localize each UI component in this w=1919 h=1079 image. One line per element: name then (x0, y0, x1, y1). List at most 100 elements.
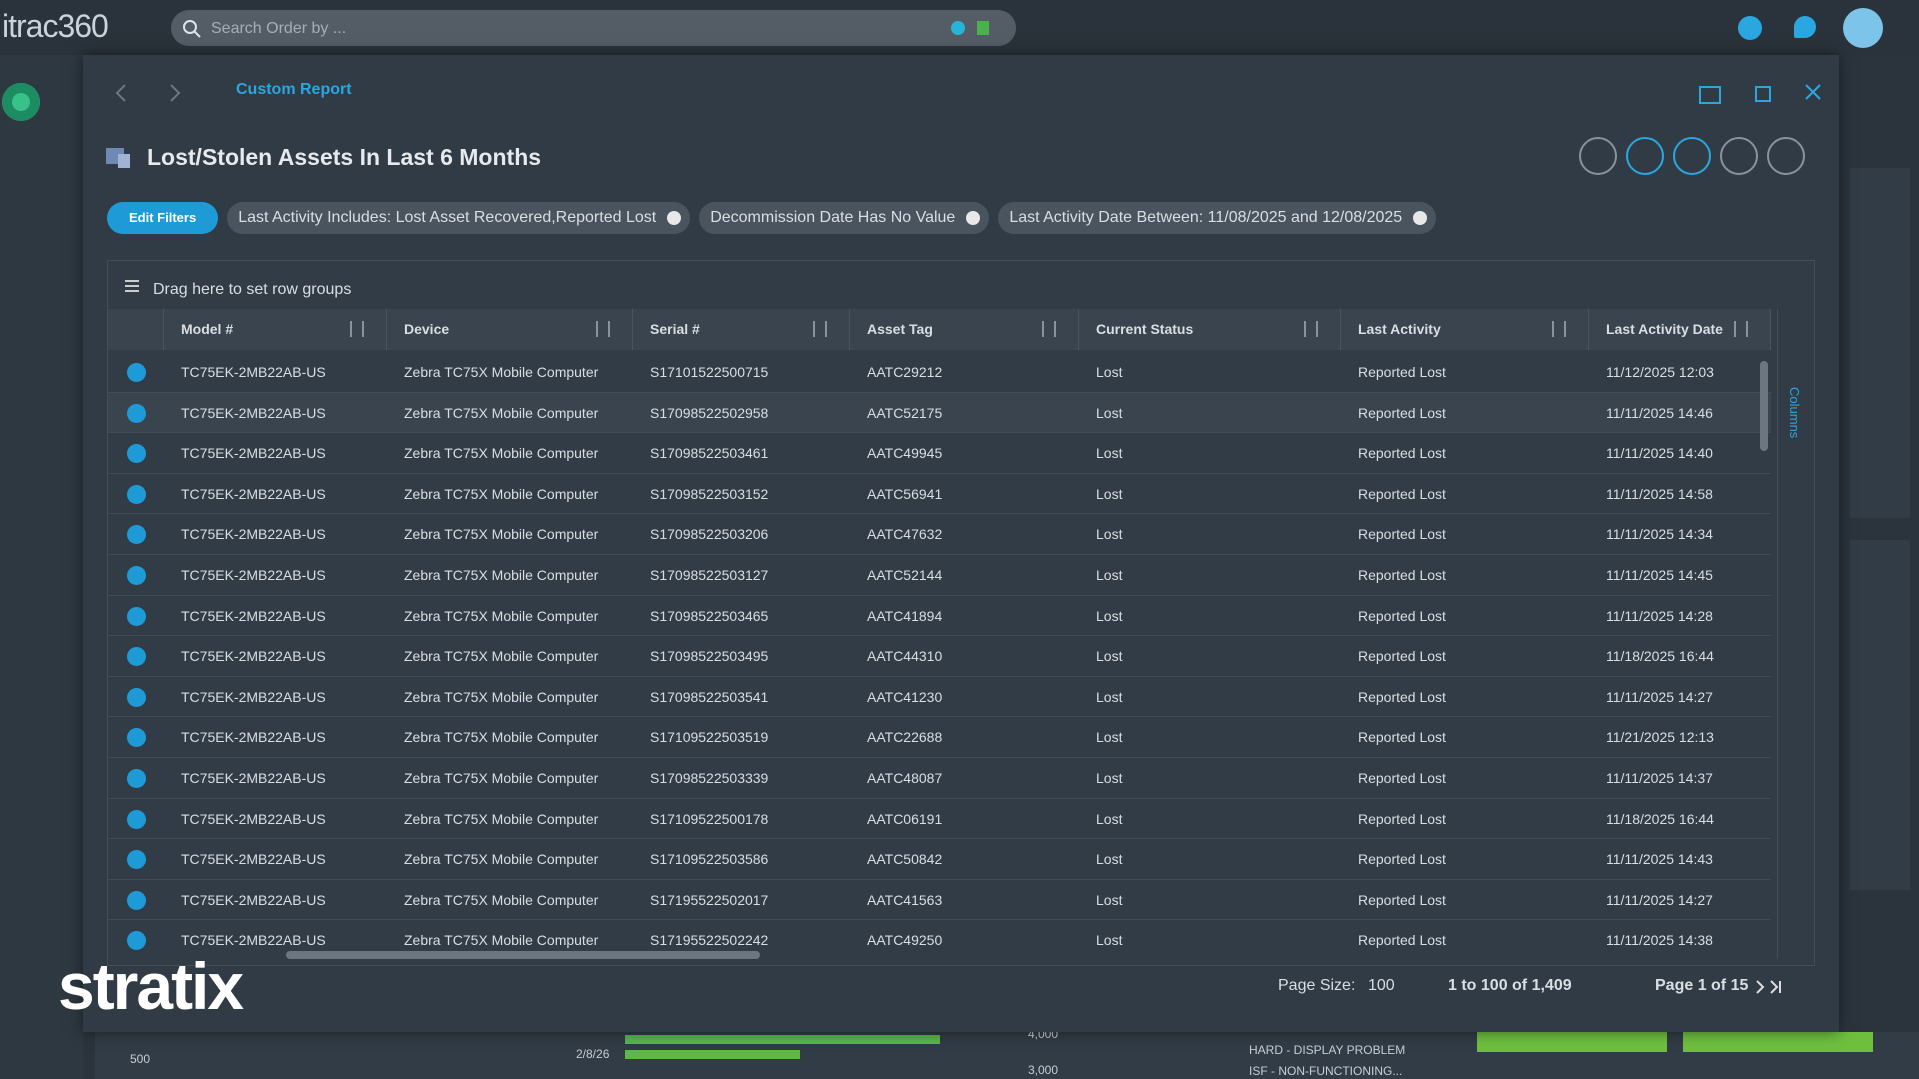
info-icon[interactable] (127, 647, 146, 667)
info-cell (108, 474, 164, 514)
table-cell: Lost (1096, 851, 1123, 868)
h-scrollbar[interactable] (286, 951, 760, 959)
sort-icon[interactable] (350, 321, 364, 337)
filter-bar: Edit Filters Last Activity Includes: Los… (107, 202, 1437, 234)
info-icon[interactable] (127, 850, 146, 870)
scan-icon[interactable] (951, 21, 965, 35)
sidebar (0, 55, 83, 1079)
column-header[interactable]: Last Activity Date (1589, 309, 1771, 350)
table-row[interactable]: TC75EK-2MB22AB-US Zebra TC75X Mobile Comp… (108, 596, 1771, 637)
nav-arrows[interactable] (113, 81, 183, 105)
info-icon[interactable] (127, 565, 146, 585)
table-cell: S17109522503586 (650, 851, 769, 868)
notify-icon[interactable] (1794, 16, 1816, 38)
table-row[interactable]: TC75EK-2MB22AB-US Zebra TC75X Mobile Comp… (108, 677, 1771, 718)
info-cell (108, 920, 164, 952)
edit-filters-button[interactable]: Edit Filters (107, 202, 219, 234)
action-button[interactable] (1767, 137, 1805, 175)
table-row[interactable]: TC75EK-2MB22AB-US Zebra TC75X Mobile Comp… (108, 392, 1771, 434)
table-cell: Reported Lost (1358, 566, 1446, 583)
table-row[interactable]: TC75EK-2MB22AB-US Zebra TC75X Mobile Comp… (108, 920, 1771, 952)
avatar[interactable] (1843, 8, 1883, 48)
table-cell: Reported Lost (1358, 932, 1446, 949)
search-box[interactable]: Search Order by ... (171, 10, 1016, 46)
column-header[interactable]: Serial # (633, 309, 850, 350)
table-row[interactable]: TC75EK-2MB22AB-US Zebra TC75X Mobile Comp… (108, 839, 1771, 880)
table-cell: Reported Lost (1358, 648, 1446, 665)
action-button[interactable] (1626, 137, 1664, 175)
table-cell: Reported Lost (1358, 445, 1446, 462)
column-header[interactable]: Last Activity (1341, 309, 1589, 350)
table-cell: Reported Lost (1358, 769, 1446, 786)
sheet-icon[interactable] (977, 21, 989, 35)
info-icon[interactable] (127, 484, 146, 504)
filter-chip[interactable]: Last Activity Date Between: 11/08/2025 a… (998, 202, 1437, 234)
info-icon[interactable] (127, 687, 146, 707)
filter-chip[interactable]: Decommission Date Has No Value (699, 202, 990, 234)
table-cell: AATC29212 (867, 364, 943, 380)
sort-icon[interactable] (1552, 321, 1566, 337)
action-button[interactable] (1673, 137, 1711, 175)
info-icon[interactable] (127, 768, 146, 788)
remove-filter[interactable] (667, 211, 682, 225)
table-row[interactable]: TC75EK-2MB22AB-US Zebra TC75X Mobile Comp… (108, 514, 1771, 555)
row-group-hint[interactable]: Drag here to set row groups (153, 281, 352, 298)
logo[interactable]: itrac360 (2, 8, 109, 44)
table-row[interactable]: TC75EK-2MB22AB-US Zebra TC75X Mobile Comp… (108, 880, 1771, 921)
info-cell (108, 677, 164, 717)
remove-filter[interactable] (1413, 211, 1428, 225)
table-cell: Lost (1096, 810, 1123, 827)
table-row[interactable]: TC75EK-2MB22AB-US Zebra TC75X Mobile Comp… (108, 758, 1771, 799)
table-row[interactable]: TC75EK-2MB22AB-US Zebra TC75X Mobile Comp… (108, 433, 1771, 474)
column-header[interactable]: Asset Tag (850, 309, 1079, 350)
remove-filter[interactable] (966, 211, 981, 225)
info-icon[interactable] (127, 444, 146, 464)
info-icon[interactable] (127, 728, 146, 748)
info-icon[interactable] (127, 403, 146, 423)
sort-icon[interactable] (596, 321, 610, 337)
table-row[interactable]: TC75EK-2MB22AB-US Zebra TC75X Mobile Comp… (108, 474, 1771, 515)
sort-icon[interactable] (1734, 321, 1748, 337)
column-header[interactable]: Model # (164, 309, 387, 350)
breadcrumb[interactable]: Custom Report (236, 81, 352, 98)
column-title: Serial # (650, 321, 700, 337)
select-column-header[interactable] (108, 309, 164, 350)
sort-icon[interactable] (1042, 321, 1056, 337)
table-row[interactable]: TC75EK-2MB22AB-US Zebra TC75X Mobile Comp… (108, 799, 1771, 840)
table-row[interactable]: TC75EK-2MB22AB-US Zebra TC75X Mobile Comp… (108, 717, 1771, 758)
table-cell: TC75EK-2MB22AB-US (181, 566, 326, 583)
sort-icon[interactable] (813, 321, 827, 337)
table-cell: Zebra TC75X Mobile Computer (404, 364, 599, 380)
table-cell: TC75EK-2MB22AB-US (181, 364, 326, 380)
info-cell (108, 758, 164, 798)
info-icon[interactable] (127, 606, 146, 626)
info-icon[interactable] (127, 890, 146, 910)
table-row[interactable]: TC75EK-2MB22AB-US Zebra TC75X Mobile Comp… (108, 636, 1771, 677)
table-row[interactable]: TC75EK-2MB22AB-US Zebra TC75X Mobile Comp… (108, 352, 1771, 393)
info-icon[interactable] (127, 363, 146, 382)
filter-chip[interactable]: Last Activity Includes: Lost Asset Recov… (227, 202, 691, 234)
page-size-select[interactable]: 100 (1368, 977, 1395, 994)
background-label: 3,000 (1028, 1063, 1059, 1077)
column-header[interactable]: Device (387, 309, 633, 350)
column-title: Asset Tag (867, 321, 933, 337)
column-header[interactable]: Current Status (1079, 309, 1341, 350)
window-actions[interactable] (1698, 81, 1828, 107)
columns-tab[interactable]: Columns (1787, 387, 1802, 439)
info-icon[interactable] (127, 931, 146, 951)
table-row[interactable]: TC75EK-2MB22AB-US Zebra TC75X Mobile Comp… (108, 555, 1771, 596)
report-icon (106, 148, 130, 168)
column-title: Last Activity Date (1606, 321, 1723, 337)
action-button[interactable] (1579, 137, 1617, 175)
v-scrollbar[interactable] (1760, 361, 1768, 451)
help-icon[interactable] (1738, 16, 1762, 40)
sort-icon[interactable] (1304, 321, 1318, 337)
table-cell: 11/11/2025 14:46 (1606, 404, 1713, 421)
page-nav[interactable] (1753, 979, 1783, 995)
table-cell: 11/11/2025 14:27 (1606, 688, 1713, 705)
action-button[interactable] (1720, 137, 1758, 175)
table-cell: AATC56941 (867, 485, 943, 502)
home-icon[interactable] (2, 83, 40, 121)
info-icon[interactable] (127, 525, 146, 545)
info-icon[interactable] (127, 809, 146, 829)
